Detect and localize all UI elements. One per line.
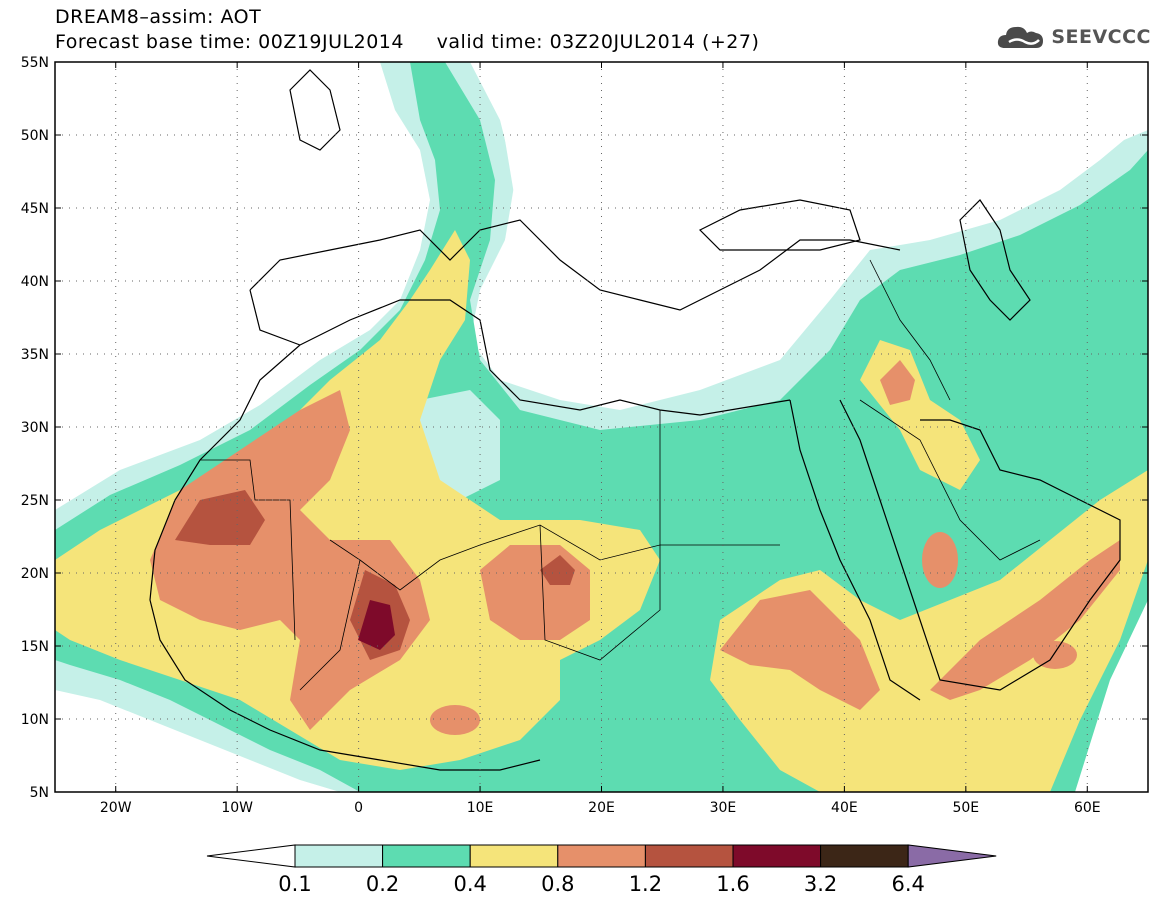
- coastlines: [149, 69, 1121, 771]
- aot-level-0.8-ethiopia: [1033, 641, 1077, 669]
- colorbar-segment-3: [557, 844, 646, 868]
- colorbar-label-3: 0.8: [541, 872, 574, 896]
- aot-level-0.8-yemen: [930, 540, 1120, 700]
- aot-level-1.2: [175, 490, 265, 545]
- tick-label-lat-9: 50N: [21, 128, 49, 144]
- colorbar-segment-4: [644, 844, 734, 868]
- aot-level-0.8: [150, 390, 430, 730]
- aot-level-0.8-sudan: [720, 590, 880, 710]
- colorbar-label-6: 3.2: [804, 872, 837, 896]
- coastline-iberia: [249, 289, 301, 346]
- colorbar-segment-under: [206, 844, 296, 868]
- border-arabia: [859, 399, 1041, 561]
- tick-label-lat-10: 55N: [21, 55, 49, 71]
- aot-level-0.4: [55, 230, 660, 770]
- colorbar-label-2: 0.4: [453, 872, 486, 896]
- gridlines: [55, 62, 1148, 792]
- aot-level-0.8-nigeria: [430, 705, 480, 735]
- colorbar-label-1: 0.2: [366, 872, 399, 896]
- tick-label-lat-1: 10N: [21, 712, 49, 728]
- country-borders: [200, 259, 1041, 691]
- tick-label-lon-1: 10W: [221, 800, 253, 816]
- tick-label-lon-7: 50E: [952, 800, 979, 816]
- valid-time: valid time: 03Z20JUL2014 (+27): [436, 31, 760, 53]
- tick-label-lat-7: 40N: [21, 274, 49, 290]
- coastline-europe: [249, 219, 901, 311]
- colorbar-segment-2: [469, 844, 559, 868]
- cloud-icon: [998, 26, 1044, 48]
- tick-label-lat-8: 45N: [21, 201, 49, 217]
- border-mali-niger: [299, 539, 361, 691]
- colorbar-label-7: 6.4: [891, 872, 924, 896]
- colorbar-label-0: 0.1: [278, 872, 311, 896]
- base-time: Forecast base time: 00Z19JUL2014: [55, 31, 404, 53]
- border-sahara-1: [200, 459, 296, 641]
- border-sahara-2: [359, 410, 661, 591]
- tick-label-lat-3: 20N: [21, 566, 49, 582]
- colorbar-label-4: 1.2: [629, 872, 662, 896]
- border-chad-sudan: [539, 524, 661, 661]
- colorbar-segment-1: [382, 844, 471, 868]
- tick-label-lon-2: 0: [354, 800, 363, 816]
- coastline-black-sea: [698, 199, 861, 251]
- tick-label-lon-3: 10E: [467, 800, 494, 816]
- coastline-british-isles: [289, 69, 341, 151]
- tick-label-lat-5: 30N: [21, 420, 49, 436]
- tick-label-lon-0: 20W: [100, 800, 132, 816]
- coastline-arabia: [839, 399, 1121, 691]
- coastline-north-africa: [299, 299, 791, 416]
- tick-label-lat-4: 25N: [21, 493, 49, 509]
- seevccc-logo: SEEVCCC: [995, 22, 1151, 52]
- aot-level-0.4-arabia: [710, 470, 1148, 792]
- coastline-red-sea: [789, 399, 921, 701]
- tick-label-lon-8: 60E: [1074, 800, 1101, 816]
- colorbar-segment-over: [907, 844, 997, 868]
- aot-clear-mediterranean: [490, 62, 1148, 360]
- tick-label-lat-6: 35N: [21, 347, 49, 363]
- tick-label-lat-2: 15N: [21, 639, 49, 655]
- colorbar-segment-5: [732, 844, 822, 868]
- coastline-caspian: [959, 199, 1031, 321]
- aot-level-1.6: [358, 600, 395, 650]
- colorbar-label-5: 1.6: [716, 872, 749, 896]
- tick-label-lon-5: 30E: [710, 800, 737, 816]
- aot-level-0.8-iraq: [880, 360, 915, 405]
- map-subtitle: Forecast base time: 00Z19JUL2014 valid t…: [55, 31, 759, 53]
- tick-label-lon-6: 40E: [831, 800, 858, 816]
- colorbar-segment-6: [820, 844, 909, 868]
- colorbar: 0.1 0.2 0.4 0.8 1.2 1.6 3.2 6.4: [206, 844, 997, 896]
- tick-label-lon-4: 20E: [588, 800, 615, 816]
- aot-level-1.2-chad: [540, 555, 575, 585]
- colorbar-segment-0: [294, 844, 384, 868]
- aot-level-0.8-oman: [922, 532, 958, 588]
- map-title: DREAM8–assim: AOT: [55, 6, 262, 28]
- logo-text: SEEVCCC: [1051, 26, 1151, 48]
- tick-label-lat-0: 5N: [30, 785, 49, 801]
- border-iraq-iran: [869, 259, 951, 401]
- axis-ticks: 20W 10W 0 10E 20E 30E 40E 50E 60E 5N 10N 15N 20N 25N 3…: [21, 55, 1148, 816]
- coastline-africa-west: [149, 344, 541, 771]
